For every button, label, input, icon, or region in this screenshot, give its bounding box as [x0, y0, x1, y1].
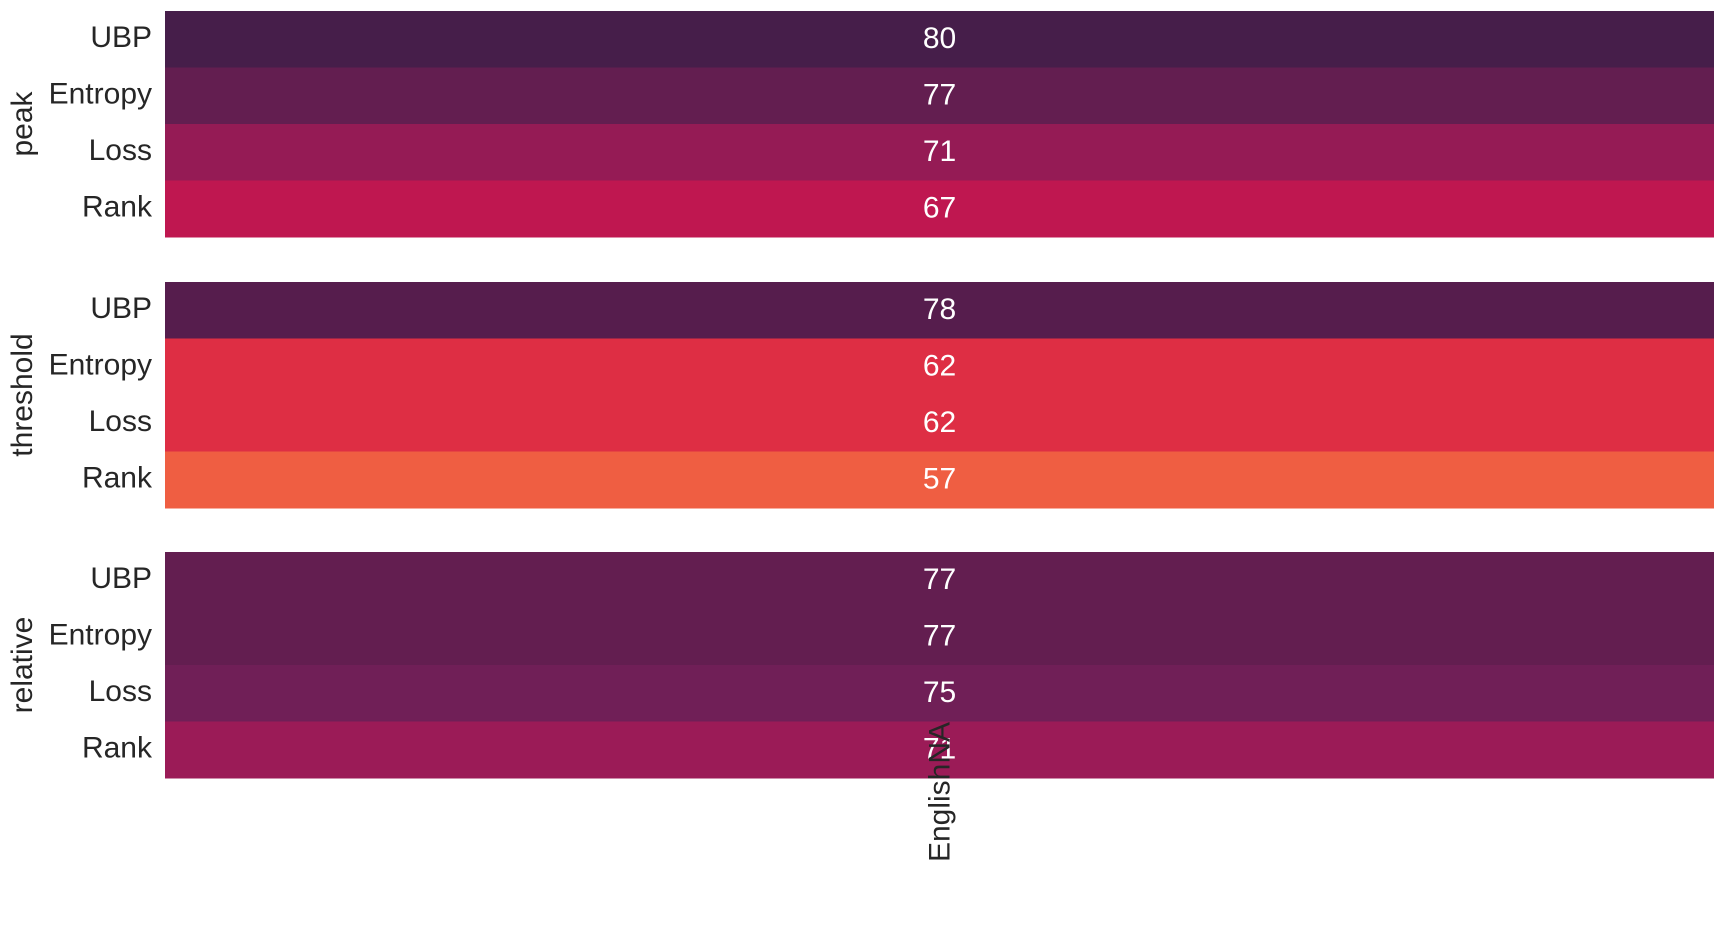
heatmap-cell [165, 67, 1714, 125]
cell-value: 62 [923, 350, 956, 383]
cell-value: 67 [923, 192, 956, 225]
cell-value: 77 [923, 563, 956, 596]
x-tick-label: EnglishNA [923, 722, 956, 862]
row-label: UBP [90, 562, 152, 595]
row-label: Loss [89, 675, 152, 708]
heatmap-cell [165, 608, 1714, 666]
cell-value: 71 [923, 733, 956, 766]
heatmap-cell [165, 665, 1714, 722]
cell-value: 71 [923, 135, 956, 168]
heatmap-cell [165, 451, 1714, 509]
row-label: Entropy [49, 78, 152, 111]
row-label: Rank [82, 462, 153, 495]
row-label: Rank [82, 191, 153, 224]
heatmap-cell [165, 338, 1714, 396]
row-label: Loss [89, 405, 152, 438]
cell-value: 75 [923, 676, 956, 709]
cell-value: 77 [923, 79, 956, 112]
heatmap-cell [165, 552, 1714, 609]
row-label: UBP [90, 21, 152, 54]
row-label: Rank [82, 732, 153, 765]
row-label: Entropy [49, 349, 152, 382]
row-label: UBP [90, 292, 152, 325]
group-label: threshold [6, 333, 39, 456]
heatmap-cell [165, 180, 1714, 238]
row-label: Loss [89, 134, 152, 167]
row-label: Entropy [49, 619, 152, 652]
group-label: relative [6, 617, 39, 714]
heatmap-cell [165, 282, 1714, 339]
heatmap-cell [165, 124, 1714, 181]
cell-value: 62 [923, 406, 956, 439]
cell-value: 57 [923, 463, 956, 496]
cell-value: 80 [923, 22, 956, 55]
group-label: peak [6, 90, 39, 156]
heatmap-cell [165, 395, 1714, 452]
cell-value: 77 [923, 620, 956, 653]
cell-value: 78 [923, 293, 956, 326]
heatmap-cell [165, 11, 1714, 68]
heatmap-cell [165, 721, 1714, 779]
